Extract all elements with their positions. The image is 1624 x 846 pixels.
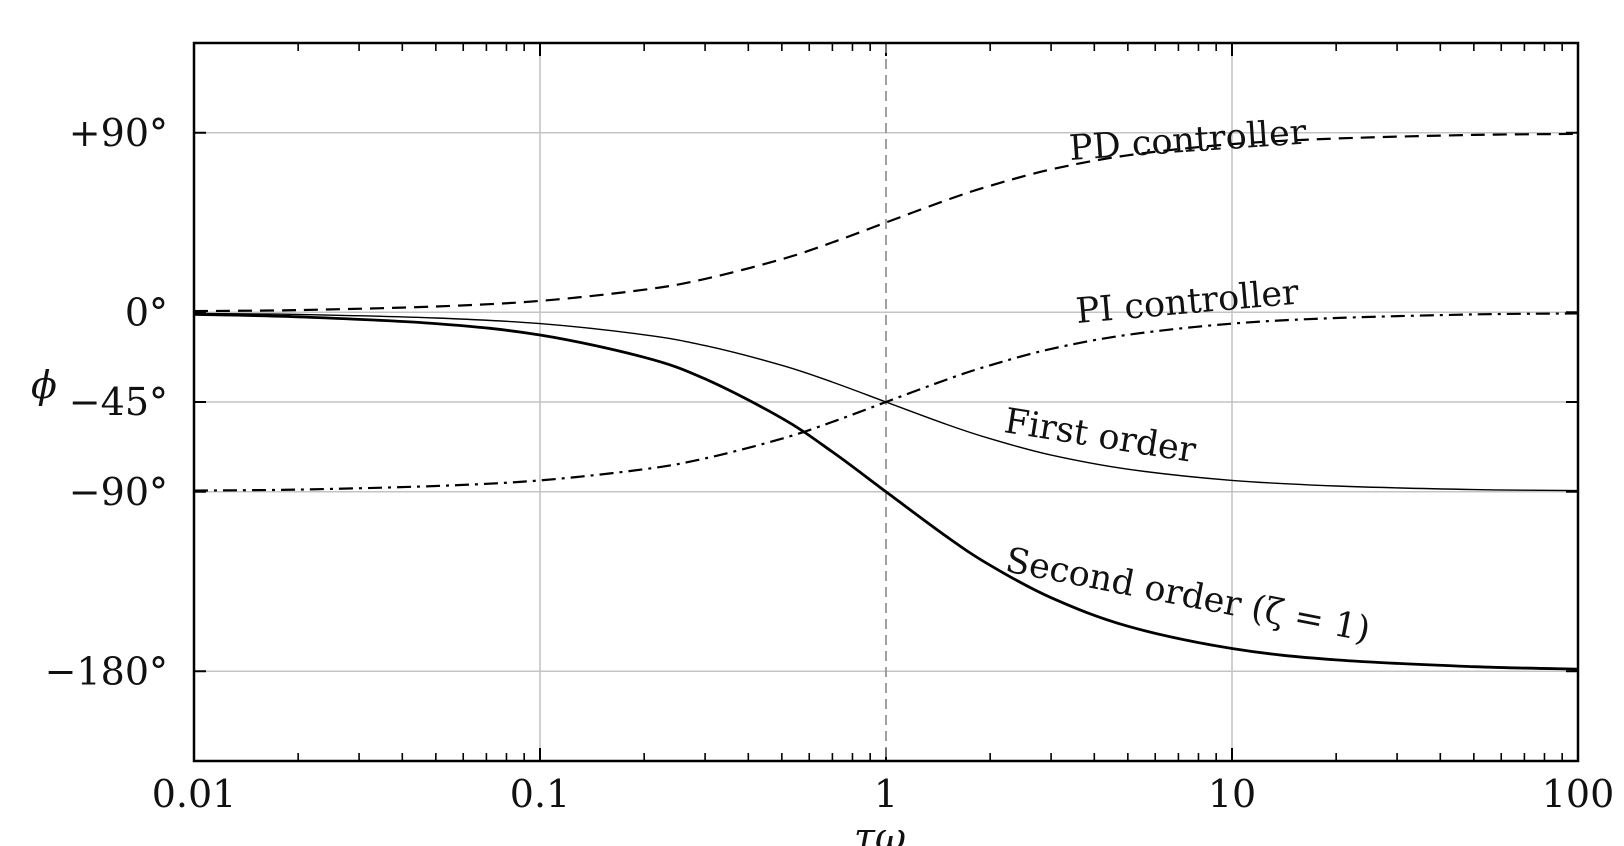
y-tick-label: −90° <box>69 470 168 514</box>
x-tick-label: 10 <box>1208 772 1256 816</box>
x-tick-label: 1 <box>874 772 898 816</box>
x-tick-label: 0.1 <box>510 772 570 816</box>
label-pi-controller: PI controller <box>1074 273 1300 332</box>
series-line-pd-controller <box>193 132 1579 313</box>
y-tick-label: −180° <box>45 649 168 693</box>
y-tick-labels: +90° 0° −45° −90° −180° <box>45 111 168 694</box>
y-tick-label: +90° <box>69 111 168 155</box>
x-axis-label: τω <box>854 815 906 846</box>
y-axis-label: ϕ <box>31 363 57 407</box>
x-tick-label: 100 <box>1542 772 1615 816</box>
x-tick-labels: 0.01 0.1 1 10 100 <box>152 772 1615 816</box>
series-lines <box>193 132 1579 671</box>
y-tick-label: 0° <box>125 290 168 334</box>
y-tick-label: −45° <box>69 380 168 424</box>
label-pd-controller: PD controller <box>1068 112 1308 168</box>
series-line-first-order <box>193 312 1579 492</box>
series-line-second-order-1 <box>193 313 1579 671</box>
label-first-order: First order <box>1002 401 1199 471</box>
plot-frame <box>192 41 1580 763</box>
label-second-order: Second order (ζ = 1) <box>1002 541 1373 651</box>
curve-labels: PD controller PI controller First order … <box>1002 112 1374 650</box>
x-tick-label: 0.01 <box>152 772 237 816</box>
